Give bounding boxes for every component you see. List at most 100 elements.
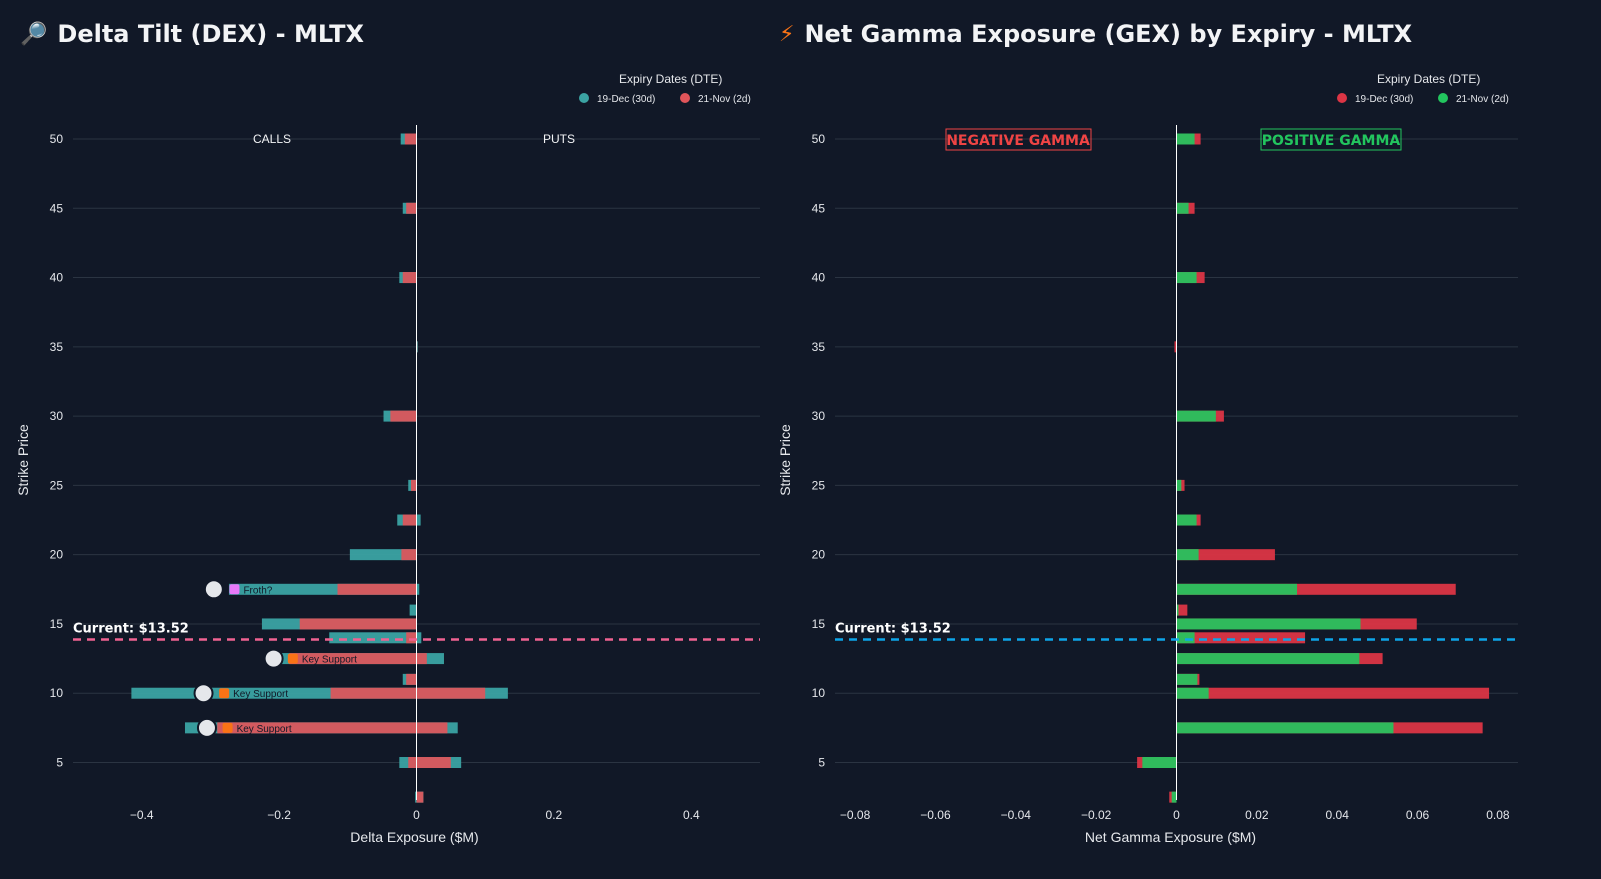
magnifier-icon: 🔎 bbox=[20, 21, 48, 47]
gex-ytick-label: 30 bbox=[812, 409, 826, 423]
dex-xaxis-label: Delta Exposure ($M) bbox=[350, 829, 478, 845]
gex-ytick-label: 15 bbox=[812, 617, 826, 631]
negative-gamma-box bbox=[945, 128, 1092, 151]
gex-xtick-label: 0.02 bbox=[1245, 808, 1269, 822]
dex-xtick-label: 0.4 bbox=[683, 808, 700, 822]
gex-bar-series2 bbox=[1176, 514, 1197, 526]
gex-bar-series1 bbox=[1174, 341, 1177, 353]
puts-side-label: PUTS bbox=[543, 132, 575, 146]
gex-bar-series2 bbox=[1176, 687, 1209, 699]
gex-xtick-label: −0.04 bbox=[1001, 808, 1032, 822]
dex-bar-series2 bbox=[408, 757, 451, 768]
dex-legend-label: 19-Dec (30d) bbox=[597, 94, 655, 105]
calls-side-label: CALLS bbox=[253, 132, 291, 146]
dex-bar-series2 bbox=[289, 653, 427, 665]
annotation-badge-icon bbox=[229, 584, 240, 595]
dex-ytick-label: 5 bbox=[56, 756, 63, 770]
dex-yaxis-label: Strike Price bbox=[15, 424, 31, 496]
gex-xtick-label: 0.06 bbox=[1406, 808, 1430, 822]
dex-bar-series1 bbox=[228, 583, 420, 595]
lightning-icon: ⚡ bbox=[779, 21, 795, 47]
dex-bar-series2 bbox=[411, 479, 417, 491]
gex-bar-series2 bbox=[1176, 722, 1394, 734]
gex-bar-series2 bbox=[1176, 272, 1197, 284]
gex-ytick-label: 50 bbox=[812, 132, 826, 146]
gex-bar-series2 bbox=[1176, 653, 1360, 665]
dex-bar-series1 bbox=[349, 549, 417, 561]
gex-xtick-label: −0.02 bbox=[1081, 808, 1112, 822]
positive-gamma-label: POSITIVE GAMMA bbox=[1262, 133, 1401, 149]
dex-ytick-label: 15 bbox=[50, 617, 64, 631]
dex-bar-series2 bbox=[402, 272, 417, 284]
gex-bar-series1 bbox=[1176, 687, 1490, 699]
dex-xtick-label: 0 bbox=[413, 808, 420, 822]
dex-legend-title: Expiry Dates (DTE) bbox=[619, 72, 722, 86]
annotation-label: Key Support bbox=[302, 655, 357, 666]
gex-bar-series2 bbox=[1176, 618, 1361, 630]
dex-title-text: Delta Tilt (DEX) - MLTX bbox=[57, 20, 365, 48]
gex-ytick-label: 20 bbox=[812, 548, 826, 562]
dex-bar-series2 bbox=[402, 514, 417, 526]
dex-current-price-label: Current: $13.52 bbox=[73, 621, 189, 636]
dex-xtick-label: −0.2 bbox=[267, 808, 291, 822]
gex-ytick-label: 5 bbox=[818, 756, 825, 770]
dex-bar-series2 bbox=[406, 632, 417, 644]
gex-legend-title: Expiry Dates (DTE) bbox=[1377, 72, 1480, 86]
gex-bar-series2 bbox=[1142, 757, 1177, 768]
dex-bar-series2 bbox=[406, 202, 417, 214]
gex-bar-series2 bbox=[1176, 673, 1198, 685]
gex-current-price-label: Current: $13.52 bbox=[835, 621, 951, 636]
gex-yaxis-label: Strike Price bbox=[777, 424, 793, 496]
dex-ytick-label: 20 bbox=[50, 548, 64, 562]
gex-bar-series1 bbox=[1176, 632, 1306, 644]
annotation-marker bbox=[193, 683, 214, 704]
gex-title: ⚡ Net Gamma Exposure (GEX) by Expiry - M… bbox=[779, 20, 1412, 48]
annotation-badge-icon bbox=[219, 688, 230, 699]
dex-bar-series2 bbox=[390, 410, 417, 422]
gex-bar-series1 bbox=[1176, 604, 1188, 616]
gex-legend-swatch bbox=[1337, 93, 1347, 103]
dex-ytick-label: 35 bbox=[50, 340, 64, 354]
positive-gamma-box bbox=[1260, 128, 1402, 151]
gex-bar-series2 bbox=[1176, 133, 1195, 145]
gex-bar-series2 bbox=[1176, 549, 1199, 561]
gex-chart: 5 10 15 20 25 30 35 40 45 50 −0.08 −0.06 −0.04 −0.02 0… bbox=[777, 72, 1518, 845]
gex-ytick-label: 35 bbox=[812, 340, 826, 354]
annotation-label: Key Support bbox=[233, 689, 288, 700]
gex-xtick-label: −0.08 bbox=[840, 808, 871, 822]
annotation-label: Key Support bbox=[237, 724, 292, 735]
dex-legend-swatch bbox=[680, 93, 690, 103]
gex-bar-series2 bbox=[1176, 410, 1216, 422]
annotation-marker bbox=[196, 717, 217, 738]
dex-bar-series1 bbox=[329, 632, 422, 644]
gex-xtick-label: −0.06 bbox=[920, 808, 951, 822]
dex-bar-series2 bbox=[299, 618, 417, 630]
annotation-marker bbox=[263, 648, 284, 669]
dex-ytick-label: 25 bbox=[50, 478, 64, 492]
dex-bar-series2 bbox=[406, 673, 417, 685]
dex-ytick-label: 10 bbox=[50, 686, 64, 700]
dex-xtick-label: 0.2 bbox=[546, 808, 563, 822]
annotation-badge-icon bbox=[222, 722, 233, 733]
gex-xtick-label: 0.08 bbox=[1486, 808, 1510, 822]
gex-bar-series2 bbox=[1176, 632, 1195, 644]
gex-bar-series1 bbox=[1176, 549, 1275, 561]
dex-chart: 5 10 15 20 25 30 35 40 45 50 −0.4 −0.2 0 0.2 0.4 Delta … bbox=[15, 72, 760, 845]
gex-ytick-label: 40 bbox=[812, 271, 826, 285]
dex-bar-series2 bbox=[416, 791, 424, 803]
dex-bar-series2 bbox=[404, 133, 417, 145]
annotation-label: Froth? bbox=[243, 585, 272, 596]
gex-bar-series2 bbox=[1176, 604, 1179, 616]
annotation-badge-icon bbox=[287, 653, 298, 664]
dex-bar-series2 bbox=[217, 722, 448, 734]
dex-ytick-label: 30 bbox=[50, 409, 64, 423]
gex-bar-series2 bbox=[1176, 479, 1182, 491]
gex-xtick-label: 0 bbox=[1173, 808, 1180, 822]
gex-title-text: Net Gamma Exposure (GEX) by Expiry - MLT… bbox=[804, 20, 1413, 48]
gex-ytick-label: 10 bbox=[812, 686, 826, 700]
gex-xtick-label: 0.04 bbox=[1326, 808, 1350, 822]
gex-bar-series2 bbox=[1176, 202, 1189, 214]
dex-bar-series1 bbox=[131, 687, 508, 699]
dex-ytick-label: 40 bbox=[50, 271, 64, 285]
gex-bar-series1 bbox=[1176, 583, 1456, 595]
